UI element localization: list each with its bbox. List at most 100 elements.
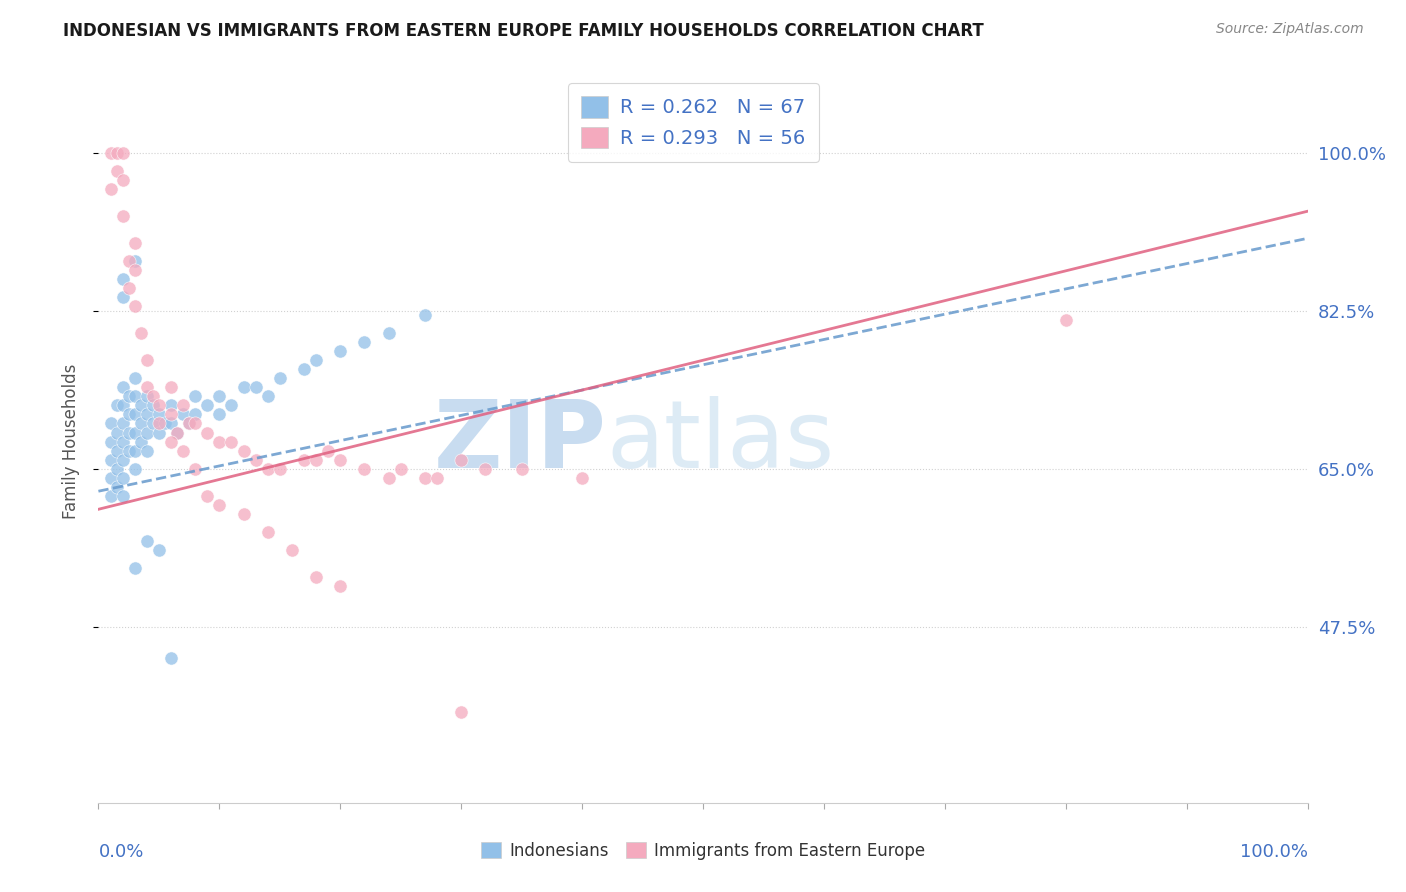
Point (142, 398, 165, 412)
Point (179, 417, 201, 431)
Point (135, 353, 157, 368)
Point (105, 461, 128, 475)
Point (118, 389, 141, 403)
Point (111, 489, 134, 503)
Point (329, 344, 352, 359)
Point (353, 461, 375, 475)
Point (142, 417, 165, 431)
Point (105, 398, 128, 412)
Point (118, 254, 141, 268)
Point (166, 425, 188, 440)
Point (111, 452, 134, 467)
Point (160, 380, 183, 394)
Point (111, 398, 134, 412)
Point (450, 452, 472, 467)
Point (148, 398, 170, 412)
Point (105, 425, 128, 440)
Point (148, 417, 170, 431)
Text: 0.0%: 0.0% (98, 843, 143, 861)
Point (256, 389, 278, 403)
Text: ZIP: ZIP (433, 395, 606, 488)
Point (129, 326, 152, 341)
Point (571, 471, 593, 485)
Point (305, 353, 328, 368)
Point (124, 443, 146, 458)
Point (124, 408, 146, 422)
Point (148, 542, 170, 557)
Text: INDONESIAN VS IMMIGRANTS FROM EASTERN EUROPE FAMILY HOUSEHOLDS CORRELATION CHART: INDONESIAN VS IMMIGRANTS FROM EASTERN EU… (63, 22, 984, 40)
Point (172, 443, 194, 458)
Point (124, 371, 146, 385)
Point (195, 489, 218, 503)
Point (124, 561, 146, 575)
Point (118, 425, 141, 440)
Point (135, 380, 157, 394)
Point (184, 389, 207, 403)
Point (135, 533, 157, 548)
Point (377, 471, 399, 485)
Point (208, 408, 231, 422)
Point (129, 398, 152, 412)
Point (118, 408, 141, 422)
Point (100, 145, 122, 160)
Legend: Indonesians, Immigrants from Eastern Europe: Indonesians, Immigrants from Eastern Eur… (474, 836, 932, 867)
Point (100, 452, 122, 467)
Point (292, 452, 315, 467)
Point (269, 371, 291, 385)
Point (474, 461, 496, 475)
Point (232, 443, 254, 458)
Text: 100.0%: 100.0% (1240, 843, 1308, 861)
Point (184, 417, 207, 431)
Point (124, 254, 146, 268)
Point (135, 425, 157, 440)
Point (160, 417, 183, 431)
Point (124, 235, 146, 250)
Point (389, 461, 412, 475)
Point (256, 461, 278, 475)
Point (232, 380, 254, 394)
Point (195, 425, 218, 440)
Text: Source: ZipAtlas.com: Source: ZipAtlas.com (1216, 22, 1364, 37)
Point (142, 389, 165, 403)
Point (160, 408, 183, 422)
Point (124, 461, 146, 475)
Point (281, 542, 304, 557)
Point (124, 389, 146, 403)
Point (111, 434, 134, 449)
Point (118, 443, 141, 458)
Point (105, 145, 128, 160)
Point (184, 408, 207, 422)
Point (377, 326, 399, 341)
Point (129, 417, 152, 431)
Point (111, 272, 134, 286)
Point (166, 425, 188, 440)
Point (413, 471, 436, 485)
Point (184, 461, 207, 475)
Point (111, 172, 134, 186)
Point (208, 498, 231, 512)
Point (148, 425, 170, 440)
Point (172, 408, 194, 422)
Point (100, 182, 122, 196)
Point (305, 452, 328, 467)
Point (135, 389, 157, 403)
Point (160, 651, 183, 665)
Point (105, 163, 128, 178)
Point (129, 434, 152, 449)
Point (100, 471, 122, 485)
Point (1054, 312, 1077, 326)
Point (245, 380, 267, 394)
Point (111, 290, 134, 304)
Text: atlas: atlas (606, 395, 835, 488)
Point (105, 443, 128, 458)
Point (245, 452, 267, 467)
Point (316, 443, 339, 458)
Point (221, 398, 243, 412)
Point (221, 434, 243, 449)
Point (353, 335, 375, 350)
Point (111, 417, 134, 431)
Point (179, 417, 201, 431)
Point (100, 489, 122, 503)
Point (232, 507, 254, 521)
Point (100, 417, 122, 431)
